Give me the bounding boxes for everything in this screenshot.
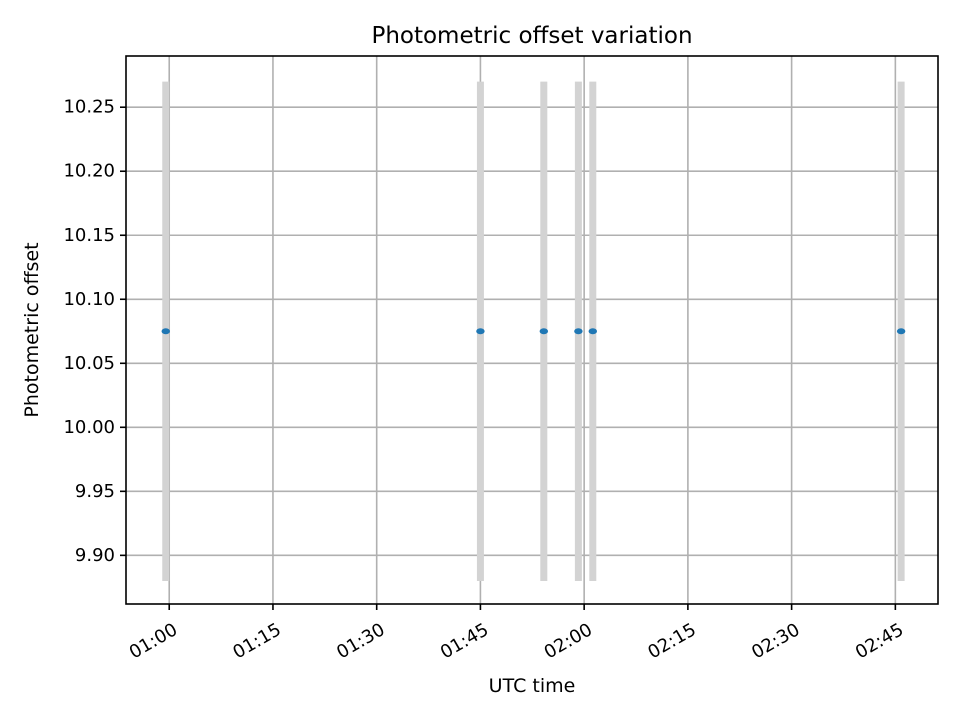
x-tick-label: 02:45 [852,619,907,663]
data-point [476,328,485,335]
y-tick-label: 10.05 [63,353,115,374]
y-axis-label: Photometric offset [21,242,43,417]
x-tick-label: 01:00 [126,619,181,663]
x-tick-label: 02:30 [748,619,803,663]
plot-frame [125,55,939,605]
x-axis-ticks: 01:00 01:15 01:30 01:45 02:00 02:15 02:30 02:45 [126,604,907,663]
y-axis-ticks: 9.90 9.95 10.00 10.05 10.10 10.15 10.20 10.25 [63,97,126,566]
y-tick-label: 10.15 [63,225,115,246]
y-tick-label: 10.00 [63,417,115,438]
y-tick-label: 10.25 [63,97,115,118]
x-tick-label: 01:15 [229,619,284,663]
x-axis-label: UTC time [489,675,576,697]
error-bars [162,81,905,581]
data-point [896,328,906,335]
chart-title: Photometric offset variation [371,23,692,49]
data-point [588,328,597,335]
y-tick-label: 10.10 [63,289,115,310]
x-tick-label: 02:15 [644,619,699,663]
y-tick-label: 9.90 [75,545,115,566]
x-tick-label: 01:30 [333,619,388,663]
x-tick-label: 01:45 [437,619,492,663]
x-tick-label: 02:00 [541,619,596,663]
data-points [161,328,906,335]
data-point [574,328,583,335]
data-point [539,328,549,335]
grid [126,56,938,604]
data-point [161,328,170,335]
y-tick-label: 9.95 [75,481,115,502]
y-tick-label: 10.20 [63,161,115,182]
